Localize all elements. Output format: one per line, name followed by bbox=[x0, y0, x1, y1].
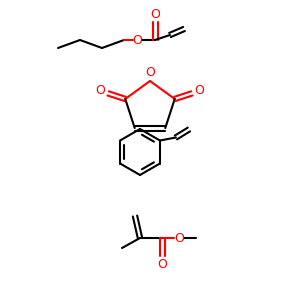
Text: O: O bbox=[145, 67, 155, 80]
Text: O: O bbox=[96, 84, 106, 98]
Text: O: O bbox=[174, 232, 184, 244]
Text: O: O bbox=[150, 8, 160, 20]
Text: O: O bbox=[132, 34, 142, 46]
Text: O: O bbox=[157, 257, 167, 271]
Text: O: O bbox=[194, 84, 204, 98]
